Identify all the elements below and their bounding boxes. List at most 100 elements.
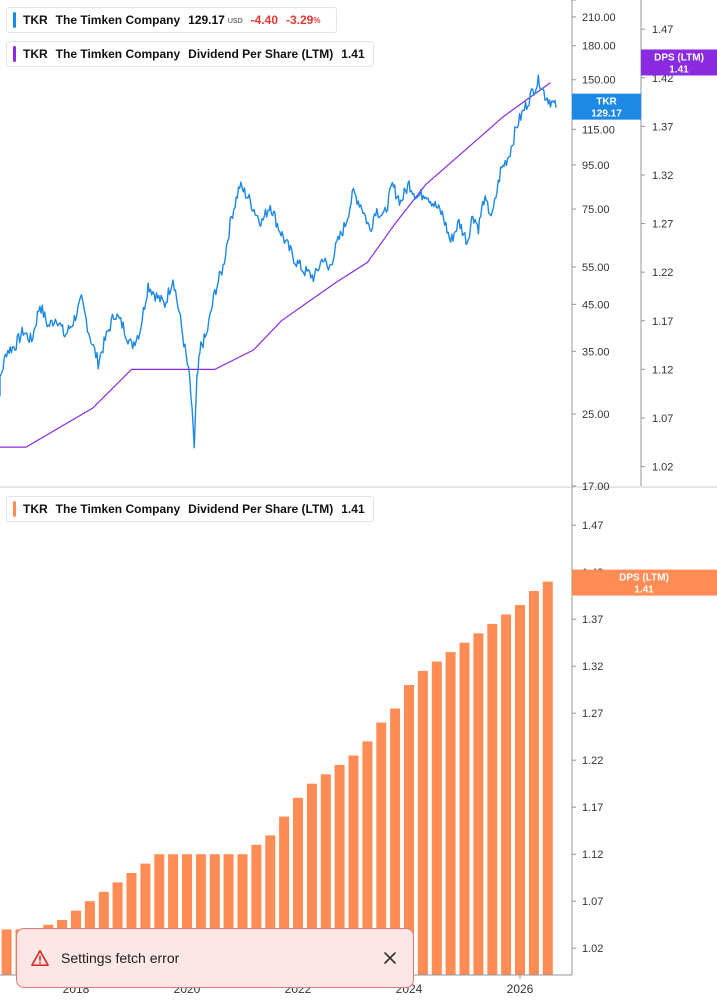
price-color-swatch [13, 12, 16, 28]
bar-axis-badge [572, 569, 717, 596]
close-icon[interactable] [383, 951, 397, 965]
error-toast: Settings fetch error [16, 928, 414, 988]
legend-currency: USD [227, 18, 243, 25]
dps-badge-value: 1.41 [669, 64, 689, 75]
price-axis-badge [572, 93, 641, 120]
dps-axis-tick-label: 1.42 [652, 73, 673, 85]
dps-bar [501, 614, 512, 975]
legend-company: The Timken Company [55, 47, 181, 61]
legend-price-value: 129.17 [188, 13, 225, 27]
price-axis-tick-label: 210.00 [582, 12, 616, 24]
dps-axis-tick-label: 1.37 [652, 121, 673, 133]
legend-company: The Timken Company [55, 502, 181, 516]
bar-axis-tick-label: 1.32 [582, 661, 603, 673]
legend-pct-sign: % [313, 15, 321, 25]
dps-bar [362, 741, 373, 975]
legend-ticker: TKR [23, 13, 48, 27]
legend-price-change-pct: -3.29 [286, 13, 314, 27]
price-line [0, 74, 557, 449]
legend-company: The Timken Company [55, 13, 181, 27]
price-axis-tick-label: 55.00 [582, 262, 610, 274]
dps-bar [168, 854, 179, 975]
dps-bar [1, 929, 12, 975]
dps-bar [542, 581, 553, 975]
price-axis-tick-label: 115.00 [582, 124, 615, 136]
legend-ticker: TKR [23, 502, 48, 516]
dps-badge-name: DPS (LTM) [654, 52, 704, 63]
price-axis-tick-label: 150.00 [582, 75, 616, 87]
dps-bar [182, 854, 192, 975]
dps-bar [265, 835, 276, 975]
warning-icon [31, 949, 49, 967]
dps-axis-badge [641, 49, 717, 76]
dps-bar [223, 854, 234, 975]
dps-axis-tick-label: 1.27 [652, 219, 673, 231]
legend-dps-value: 1.41 [341, 502, 365, 516]
dps-bar [390, 708, 401, 975]
price-legend[interactable]: TKR The Timken Company 129.17 USD -4.40 … [6, 7, 338, 33]
legend-price-change: -4.40 [250, 13, 278, 27]
dps-bar [376, 722, 387, 975]
dps-bar [306, 783, 317, 975]
dps-bar-color-swatch [13, 501, 16, 517]
dps-bar [140, 863, 151, 975]
price-axis-tick-label: 17.00 [582, 481, 610, 493]
dps-bar [404, 685, 414, 975]
price-axis-tick-label: 35.00 [582, 346, 610, 358]
bar-axis-tick-label: 1.07 [582, 896, 603, 908]
dps-bar [209, 854, 220, 975]
bar-axis-tick-label: 1.22 [582, 755, 603, 767]
dps-axis-tick-label: 1.02 [652, 462, 673, 474]
price-badge-ticker: TKR [596, 97, 617, 108]
bar-badge-name: DPS (LTM) [619, 573, 669, 584]
price-axis-tick-label: 180.00 [582, 41, 616, 53]
dps-bar [431, 661, 442, 975]
bar-axis-tick-label: 1.12 [582, 849, 603, 861]
dps-axis-tick-label: 1.17 [652, 316, 673, 328]
dps-bar [528, 591, 539, 975]
dps-bar [195, 854, 206, 975]
dps-legend-bottom[interactable]: TKR The Timken Company Dividend Per Shar… [6, 496, 374, 522]
dps-bar [334, 764, 345, 975]
dps-bar [417, 670, 428, 975]
dps-bar [237, 854, 248, 975]
dps-bar [279, 816, 290, 975]
price-axis-tick-label: 25.00 [582, 409, 610, 421]
dps-bar [154, 854, 165, 975]
dps-bar [348, 755, 359, 975]
dps-axis-tick-label: 1.12 [652, 364, 673, 376]
price-axis-tick-label: 75.00 [582, 204, 610, 216]
price-axis-tick-label: 95.00 [582, 160, 610, 172]
bar-badge-value: 1.41 [634, 585, 654, 596]
toast-message: Settings fetch error [61, 950, 180, 966]
time-axis-label: 2026 [507, 982, 534, 996]
dps-axis-tick-label: 1.07 [652, 413, 673, 425]
dps-bar [473, 633, 484, 975]
bar-axis-tick-label: 1.37 [582, 614, 603, 626]
price-axis-tick-label: 45.00 [582, 299, 610, 311]
dps-bar [515, 605, 525, 975]
legend-ticker: TKR [23, 47, 48, 61]
dps-bar [459, 642, 470, 975]
dps-bar [445, 652, 456, 975]
price-badge-value: 129.17 [591, 109, 622, 120]
dps-legend-top[interactable]: TKR The Timken Company Dividend Per Shar… [6, 41, 374, 67]
dps-bar [320, 774, 331, 975]
dps-bar [487, 623, 498, 975]
dps-bar [126, 873, 137, 975]
dps-bar [251, 844, 262, 975]
dps-axis-tick-label: 1.47 [652, 24, 673, 36]
bar-axis-tick-label: 1.27 [582, 708, 603, 720]
dps-line [0, 82, 551, 448]
legend-metric: Dividend Per Share (LTM) [188, 502, 334, 516]
dps-bar [293, 797, 303, 975]
dps-axis-tick-label: 1.22 [652, 267, 673, 279]
legend-dps-value: 1.41 [341, 47, 365, 61]
legend-metric: Dividend Per Share (LTM) [188, 47, 334, 61]
bar-axis-tick-label: 1.17 [582, 802, 603, 814]
bar-axis-tick-label: 1.02 [582, 943, 603, 955]
dps-axis-tick-label: 1.32 [652, 170, 673, 182]
bar-axis-tick-label: 1.47 [582, 520, 603, 532]
dps-line-color-swatch [13, 46, 16, 62]
